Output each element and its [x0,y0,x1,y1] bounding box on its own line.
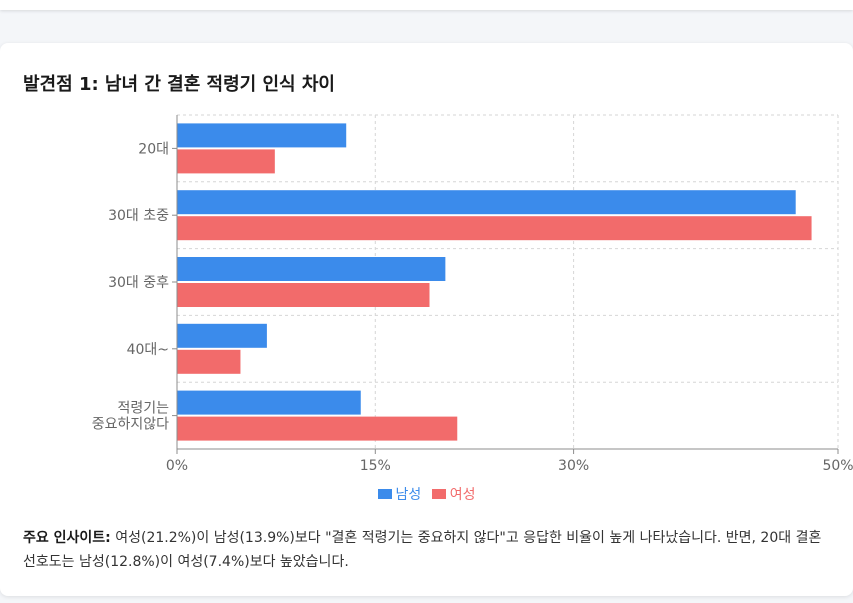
x-tick-label-3: 50% [822,458,853,474]
y-tick-label-3: 40대~ [127,342,169,358]
card-title: 발견점 1: 남녀 간 결혼 적령기 인식 차이 [23,74,335,95]
bar-male-4 [177,390,361,415]
y-tick-label-2: 30대 중후 [108,275,169,291]
y-tick-label-1: 30대 초중 [108,208,169,224]
legend-item-male[interactable]: 남성 [377,484,422,504]
x-tick-label-2: 30% [558,458,589,474]
legend-swatch-male [377,489,392,499]
legend-label-female: 여성 [449,487,476,503]
legend-item-female[interactable]: 여성 [431,484,476,504]
insight-paragraph: 주요 인사이트: 여성(21.2%)이 남성(13.9%)보다 "결혼 적령기는… [23,526,833,574]
y-tick-label-4: 적령기는 중요하지않다 [92,401,169,433]
bar-male-1 [177,190,796,215]
bar-male-0 [177,123,347,148]
bar-female-0 [177,149,275,174]
bar-female-3 [177,349,241,374]
bar-male-3 [177,323,267,348]
bar-female-1 [177,216,812,241]
insight-text: 여성(21.2%)이 남성(13.9%)보다 "결혼 적령기는 중요하지 않다"… [23,530,822,570]
legend-label-male: 남성 [395,487,422,503]
bar-male-2 [177,257,446,281]
chart-legend: 남성 여성 [0,484,853,504]
insight-label: 주요 인사이트: [23,530,111,546]
top-panel-edge [0,0,853,10]
y-tick-label-0: 20대 [138,141,169,157]
x-tick-label-0: 0% [166,458,188,474]
bar-chart: 20대 30대 초중 30대 중후 40대~ 적령기는 중요하지않다 0% 15% 30% 50% [92,114,853,474]
bar-female-4 [177,416,458,441]
bar-female-2 [177,283,430,307]
finding-card [0,43,853,596]
x-tick-label-1: 15% [360,458,391,474]
legend-swatch-female [431,489,446,499]
